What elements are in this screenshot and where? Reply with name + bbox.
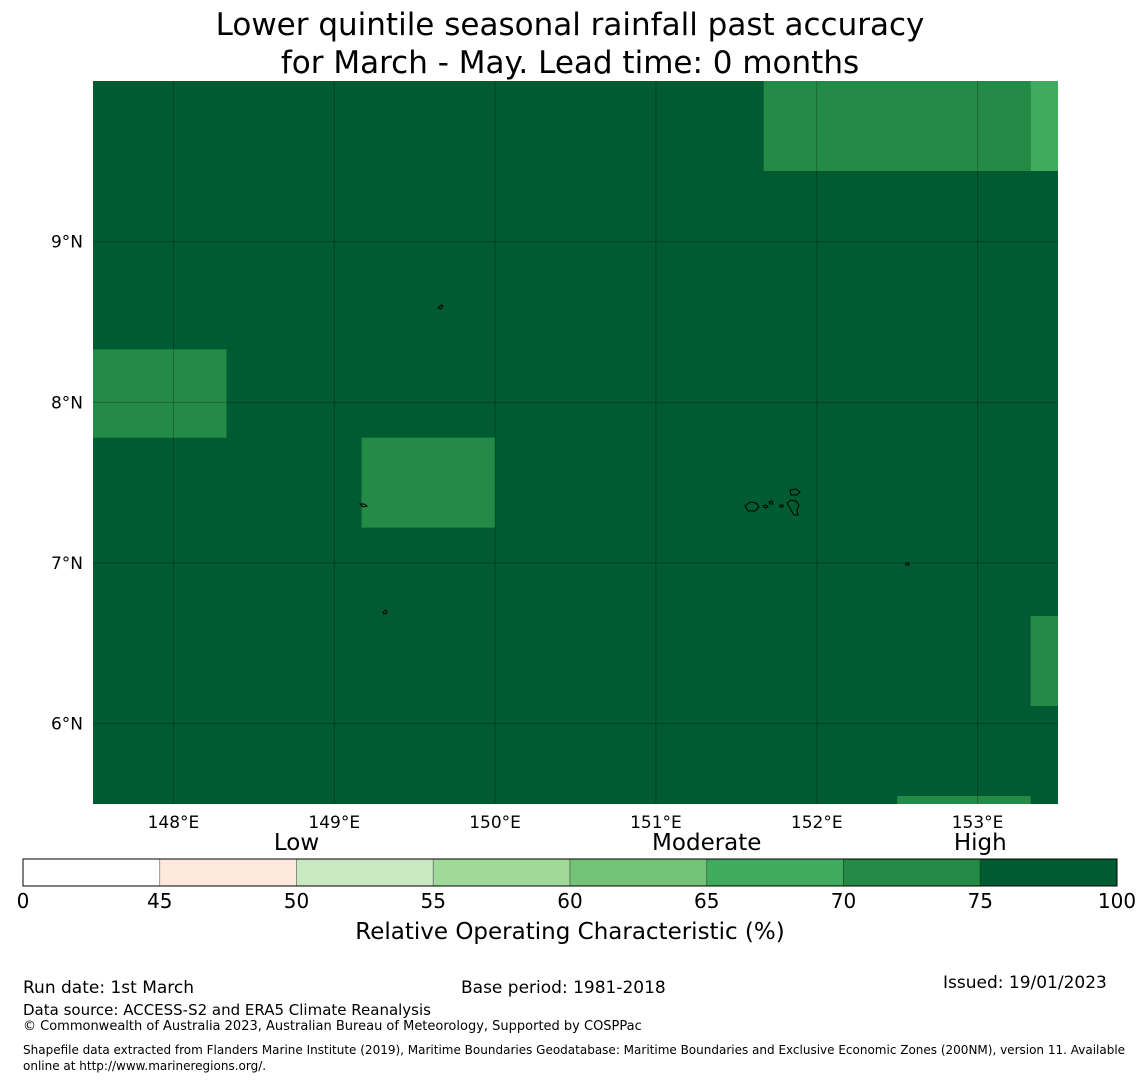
grid-cell <box>763 81 1031 171</box>
island-outline <box>744 500 784 512</box>
latitude-labels: 9°N 8°N 7°N 6°N <box>51 233 83 735</box>
colorbar-segment <box>296 858 434 887</box>
latitude-tick-label: 9°N <box>51 233 83 253</box>
base-period: Base period: 1981-2018 <box>461 978 666 998</box>
grid-cell <box>1030 81 1058 171</box>
colorbar-tick-label: 60 <box>557 889 583 913</box>
colorbar <box>22 858 1118 887</box>
colorbar-tick-label: 100 <box>1097 889 1137 913</box>
grid-cells <box>93 81 1058 804</box>
latitude-tick-label: 6°N <box>51 715 83 735</box>
latitude-tick-label: 8°N <box>51 393 83 413</box>
colorbar-tick-label: 65 <box>694 889 720 913</box>
island-outline <box>358 503 369 508</box>
colorbar-tick-label: 55 <box>420 889 446 913</box>
map-background <box>93 81 1058 804</box>
category-label: Moderate <box>652 830 762 856</box>
colorbar-segment <box>706 858 844 887</box>
colorbar-frame <box>22 858 1118 887</box>
colorbar-title: Relative Operating Characteristic (%) <box>355 919 785 945</box>
run-date: Run date: 1st March <box>23 978 195 998</box>
island-outlines <box>358 304 910 615</box>
grid-cell <box>93 349 227 438</box>
colorbar-segment <box>979 858 1118 887</box>
longitude-tick-label: 150°E <box>469 813 521 833</box>
island-outline <box>437 304 444 310</box>
island-outline <box>905 562 910 566</box>
grid-cell <box>897 795 1031 804</box>
title-line-1: Lower quintile seasonal rainfall past ac… <box>215 7 925 43</box>
colorbar-segment <box>22 858 161 887</box>
grid-cell <box>1030 616 1058 706</box>
longitude-labels: 148°E 149°E 150°E 151°E 152°E 153°E <box>148 813 1004 833</box>
longitude-tick-label: 148°E <box>148 813 200 833</box>
map-panel <box>93 81 1058 804</box>
longitude-tick-label: 149°E <box>308 813 360 833</box>
colorbar-segment <box>432 858 571 887</box>
colorbar-tick-label: 50 <box>283 889 310 913</box>
longitude-tick-label: 153°E <box>952 813 1004 833</box>
colorbar-segment <box>159 858 297 887</box>
latitude-tick-label: 7°N <box>51 554 83 574</box>
copyright: © Commonwealth of Australia 2023, Austra… <box>23 1019 642 1034</box>
longitude-tick-label: 152°E <box>791 813 843 833</box>
colorbar-tick-label: 0 <box>16 889 30 913</box>
title-line-2: for March - May. Lead time: 0 months <box>280 45 860 81</box>
colorbar-segment <box>569 858 708 887</box>
chart-title: Lower quintile seasonal rainfall past ac… <box>0 6 1140 82</box>
colorbar-segment <box>843 858 981 887</box>
data-source: Data source: ACCESS-S2 and ERA5 Climate … <box>23 1001 431 1019</box>
graticule <box>93 81 1058 804</box>
issued-date: Issued: 19/01/2023 <box>943 973 1107 993</box>
shapefile-note: Shapefile data extracted from Flanders M… <box>23 1043 1126 1073</box>
category-label: High <box>953 830 1007 856</box>
island-outline <box>786 488 801 516</box>
colorbar-tick-label: 45 <box>147 889 173 913</box>
category-label: Low <box>273 830 320 856</box>
longitude-tick-label: 151°E <box>630 813 682 833</box>
colorbar-tick-label: 75 <box>967 889 993 913</box>
island-outline <box>382 609 388 615</box>
grid-cell <box>361 437 496 528</box>
colorbar-tick-label: 70 <box>830 889 857 913</box>
